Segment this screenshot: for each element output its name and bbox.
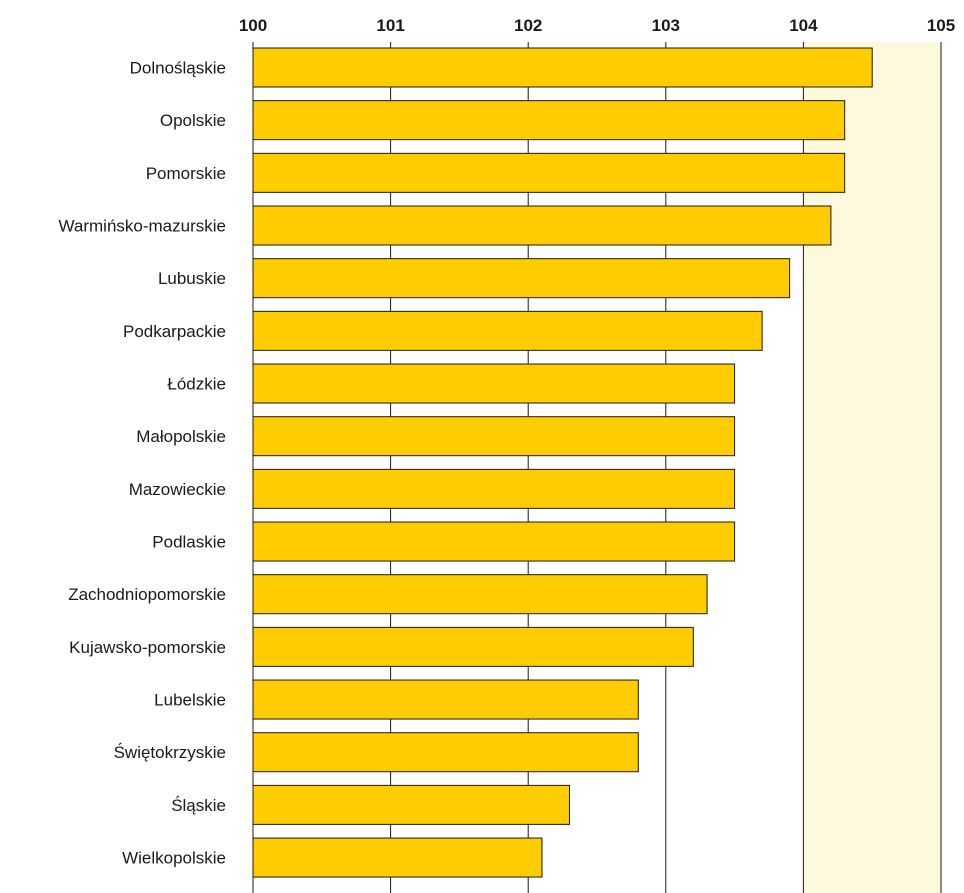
- category-label: Śląskie: [171, 796, 226, 815]
- bar: [252, 521, 736, 562]
- bar: [252, 152, 846, 193]
- category-label: Podlaskie: [152, 533, 226, 552]
- bar: [252, 258, 791, 299]
- category-label: Opolskie: [160, 111, 226, 130]
- category-label: Małopolskie: [136, 427, 226, 446]
- bar: [252, 837, 543, 878]
- x-axis-tick-labels: 100 101 102 103 104 105: [239, 16, 955, 35]
- category-label: Warmińsko-mazurskie: [58, 217, 226, 236]
- bar: [252, 574, 708, 615]
- bar: [252, 732, 639, 773]
- bars: [252, 47, 873, 878]
- x-tick-label: 104: [789, 16, 818, 35]
- bar: [252, 468, 736, 509]
- category-label: Pomorskie: [146, 164, 226, 183]
- bar: [252, 784, 570, 825]
- x-tick-label: 101: [376, 16, 404, 35]
- x-tick-label: 105: [927, 16, 955, 35]
- bar: [252, 100, 846, 141]
- bar: [252, 626, 694, 667]
- category-label: Łódzkie: [167, 375, 226, 394]
- bar: [252, 205, 832, 246]
- bar: [252, 363, 736, 404]
- category-label: Lubelskie: [154, 691, 226, 710]
- bar: [252, 416, 736, 457]
- category-label: Wielkopolskie: [122, 849, 226, 868]
- bar: [252, 679, 639, 720]
- category-label: Kujawsko-pomorskie: [69, 638, 226, 657]
- category-label: Lubuskie: [158, 269, 226, 288]
- bar: [252, 47, 873, 88]
- x-tick-label: 102: [514, 16, 542, 35]
- x-tick-label: 103: [652, 16, 680, 35]
- category-label: Dolnośląskie: [130, 59, 226, 78]
- category-labels: Dolnośląskie Opolskie Pomorskie Warmińsko-m…: [58, 59, 226, 868]
- category-label: Mazowieckie: [129, 480, 226, 499]
- bar: [252, 310, 763, 351]
- category-label: Świętokrzyskie: [114, 743, 226, 762]
- x-tick-label: 100: [239, 16, 267, 35]
- category-label: Zachodniopomorskie: [68, 585, 226, 604]
- category-label: Podkarpackie: [123, 322, 226, 341]
